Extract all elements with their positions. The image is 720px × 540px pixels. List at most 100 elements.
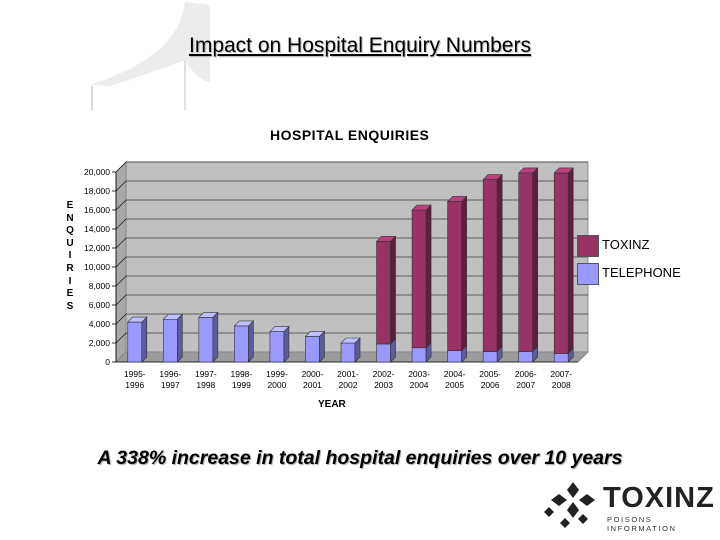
bar-top — [517, 167, 539, 174]
x-tick-label: 2007 — [516, 380, 535, 390]
y-tick-label: 16,000 — [84, 205, 110, 215]
legend-label: TELEPHONE — [602, 265, 681, 280]
y-axis-label-letter: S — [66, 300, 74, 312]
slide-title: Impact on Hospital Enquiry Numbers — [189, 34, 531, 57]
x-tick-label: 1996 — [125, 380, 144, 390]
x-tick-label: 1998 — [196, 380, 215, 390]
bar-side-telephone — [141, 316, 148, 363]
y-tick-label: 4,000 — [89, 319, 111, 329]
bar-side-toxinz — [425, 204, 432, 349]
gridline — [115, 180, 588, 192]
bar-side-toxinz — [390, 235, 396, 345]
x-axis-label: YEAR — [318, 399, 346, 410]
y-tick-label: 6,000 — [89, 300, 111, 310]
bar-telephone — [127, 321, 143, 363]
x-tick-label: 2004- — [444, 369, 466, 379]
x-tick-label: 1997 — [161, 380, 180, 390]
y-tick-label: 20,000 — [84, 167, 110, 177]
bar-telephone — [553, 353, 569, 363]
x-tick-label: 1995- — [124, 369, 146, 379]
x-tick-label: 2004 — [410, 380, 429, 390]
bar-side-toxinz — [496, 173, 503, 353]
gridline — [115, 218, 588, 230]
y-axis-label-letter: I — [68, 275, 72, 287]
gridline — [115, 161, 588, 173]
x-tick-label: 2000- — [302, 369, 324, 379]
x-tick-label: 2006 — [481, 380, 500, 390]
bar-telephone — [163, 318, 178, 363]
bar-top — [198, 312, 219, 318]
bar-toxinz — [447, 201, 462, 351]
bar-telephone — [411, 347, 427, 363]
y-tick-label: 14,000 — [84, 224, 110, 234]
x-tick-label: 2003- — [408, 369, 430, 379]
bar-telephone — [269, 331, 285, 363]
diamond-cluster-icon — [544, 482, 595, 528]
bar-top — [411, 204, 432, 211]
x-tick-label: 1997- — [195, 369, 217, 379]
bar-side-telephone — [212, 311, 219, 363]
bar-top — [553, 167, 574, 174]
y-tick-label: 8,000 — [89, 281, 111, 291]
bar-toxinz — [518, 172, 533, 352]
y-tick-label: 18,000 — [84, 186, 110, 196]
bar-side-toxinz — [461, 195, 467, 352]
bar-telephone — [447, 350, 462, 363]
legend-label: TOXINZ — [602, 237, 650, 252]
bar-telephone — [482, 351, 498, 363]
y-axis-label-letter: N — [66, 212, 74, 224]
chart-title: HOSPITAL ENQUIRIES — [270, 127, 430, 143]
x-tick-label: 2008 — [552, 380, 571, 390]
bar-side-telephone — [177, 313, 183, 363]
x-tick-label: 2006- — [515, 369, 537, 379]
gridline — [115, 313, 588, 325]
bar-telephone — [518, 351, 533, 363]
bar-top — [375, 236, 397, 242]
x-tick-label: 2000 — [267, 380, 286, 390]
gridline — [115, 237, 588, 249]
bar-top — [446, 196, 468, 202]
bar-toxinz — [553, 172, 569, 354]
bar-toxinz — [411, 209, 427, 349]
x-tick-label: 2003 — [374, 380, 393, 390]
bar-top — [304, 331, 326, 337]
bar-telephone — [376, 343, 391, 363]
bar-telephone — [340, 342, 356, 363]
y-axis-label-letter: I — [68, 250, 72, 262]
gridline — [115, 199, 588, 211]
bar-top — [233, 320, 255, 327]
x-tick-label: 2002- — [373, 369, 395, 379]
bar-top — [127, 316, 148, 323]
x-tick-label: 2005 — [445, 380, 464, 390]
bar-telephone — [198, 317, 214, 363]
x-tick-label: 1999- — [266, 369, 288, 379]
y-axis-label-letter: E — [66, 288, 74, 300]
y-axis-label-letter: U — [66, 237, 74, 249]
bar-side-toxinz — [532, 167, 538, 353]
stacked-bar-chart: 0 2,000 4,000 6,000 8,000 10,000 12,000 14,000 1… — [84, 161, 589, 390]
bar-toxinz — [376, 241, 391, 345]
x-tick-label: 2002 — [339, 380, 358, 390]
legend-swatch — [577, 235, 599, 257]
toxinz-logo: TOXINZ POISONS INFORMATION — [543, 480, 718, 533]
bar-top — [269, 326, 290, 332]
bar-side-telephone — [283, 325, 290, 363]
x-tick-label: 1998- — [231, 369, 253, 379]
bar-side-toxinz — [567, 167, 574, 355]
y-axis-label-letter: R — [66, 262, 74, 274]
logo-tagline: POISONS INFORMATION — [607, 515, 677, 533]
y-tick-label: 2,000 — [89, 338, 111, 348]
bar-telephone — [234, 325, 249, 363]
y-axis-label-letter: Q — [66, 225, 74, 237]
y-tick-label: 10,000 — [84, 262, 110, 272]
x-tick-label: 1996- — [159, 369, 181, 379]
bar-top — [162, 313, 184, 320]
y-axis-label-letter: E — [66, 200, 74, 211]
bar-top — [340, 337, 361, 344]
x-tick-label: 2007- — [550, 369, 572, 379]
gridline — [115, 294, 588, 306]
x-tick-label: 1999 — [232, 380, 251, 390]
y-tick-label: 0 — [105, 357, 110, 367]
slide-caption: A 338% increase in total hospital enquir… — [97, 447, 623, 469]
